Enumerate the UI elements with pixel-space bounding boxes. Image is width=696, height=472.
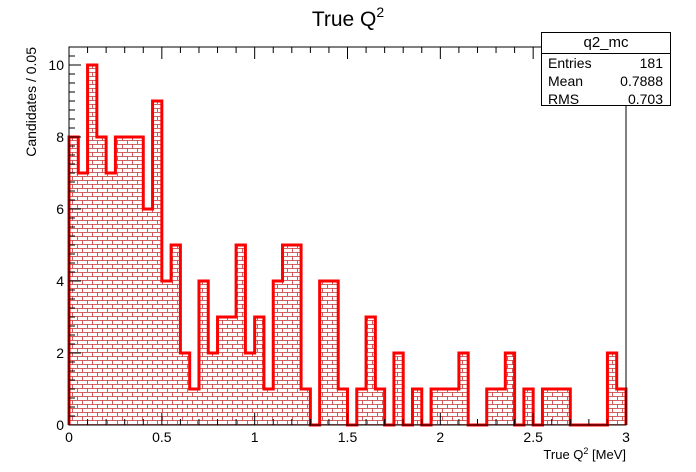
x-tick-label: 1.5 [338,429,358,445]
histogram-bar [496,389,506,425]
histogram-bar [161,281,172,425]
chart-title-superscript: 2 [376,4,384,20]
y-tick-label: 6 [56,201,64,217]
histogram-bar [133,137,144,425]
histogram-bar [551,389,562,425]
histogram-bar [561,389,571,425]
x-axis-label: True Q2 [MeV] [543,446,626,462]
histogram-bar [449,389,460,425]
histogram-bar [542,389,553,425]
y-tick-label: 2 [56,345,64,361]
histogram-outline [67,63,628,427]
histogram-bar [505,353,515,425]
histogram-bar [217,317,228,425]
y-axis-ticks [69,46,81,426]
histogram-bar [607,353,618,425]
histogram-bar [78,173,88,425]
x-tick-labels: 0 0.5 1 1.5 2 2.5 3 [65,429,630,445]
stats-row-rms: RMS 0.703 [542,90,670,108]
x-tick-label: 3 [622,429,630,445]
histogram-bar [171,245,181,425]
histogram-bar [458,353,469,425]
histogram-bar [236,245,246,425]
y-tick-labels: 0 2 4 6 8 10 [48,57,64,433]
x-axis-label-unit: [MeV] [588,447,626,462]
histogram-bar [431,389,441,425]
histogram-bar [115,137,125,425]
y-axis-label: Candidates / 0.05 [23,47,39,157]
histogram-bar [143,209,153,425]
histogram-bar [152,101,163,425]
stats-label: RMS [548,91,580,107]
y-tick-label: 4 [56,273,64,289]
stats-label: Entries [548,55,592,71]
x-tick-label: 2 [436,429,444,445]
histogram-bar [366,317,376,425]
chart-title: True Q2 [312,4,385,31]
x-tick-label: 1 [251,429,259,445]
stats-label: Mean [548,73,584,89]
y-tick-label: 10 [48,57,64,73]
histogram-bar [87,65,98,425]
histogram-bar [375,389,385,425]
histogram-bar [273,281,283,425]
histogram-bar [356,389,367,425]
histogram-bar [254,317,265,425]
histogram-bar [393,353,404,425]
x-tick-label: 2.5 [523,429,543,445]
stats-value: 0.7888 [620,73,663,89]
histogram-bar [282,245,293,425]
histogram-bar [301,389,311,425]
histogram-bar [523,389,534,425]
histogram-bar [616,389,627,425]
stats-value: 0.703 [627,91,663,107]
histogram-bar [412,389,423,425]
x-tick-label: 0.5 [152,429,172,445]
histogram-bar [319,281,330,425]
x-axis-ticks [68,47,627,425]
histogram-bar [96,137,107,425]
stats-box: q2_mc Entries 181 Mean 0.7888 RMS 0.703 [541,32,671,108]
histogram-bar [245,353,255,425]
histogram-bar [208,353,218,425]
histogram-bar [291,245,302,425]
histogram-bar [263,389,274,425]
histogram-bar [440,389,450,425]
histogram-bar [106,173,116,425]
stats-title: q2_mc [542,33,670,54]
histogram-bar [124,137,135,425]
histogram-bar [180,353,190,425]
x-tick-label: 0 [65,429,73,445]
histogram-bar [486,389,497,425]
stats-value: 181 [639,55,663,71]
stats-row-mean: Mean 0.7888 [542,72,670,90]
x-axis-label-superscript: 2 [583,446,588,456]
stats-row-entries: Entries 181 [542,54,670,72]
y-tick-label: 0 [56,417,64,433]
histogram-bar [328,281,339,425]
y-tick-label: 8 [56,129,64,145]
histogram-bar [198,281,209,425]
histogram-bar [189,389,200,425]
histogram-bar [226,317,237,425]
histogram-bar [338,389,348,425]
